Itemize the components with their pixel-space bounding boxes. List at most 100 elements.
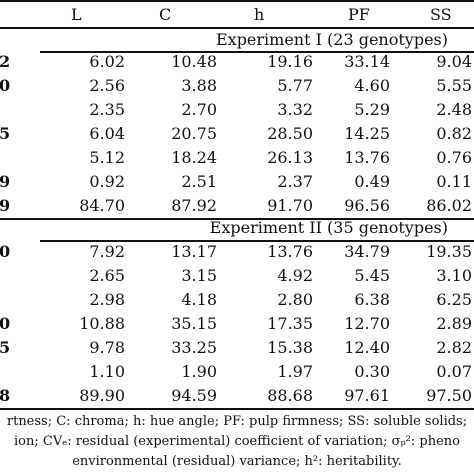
table-row: 1.10 1.90 1.97 0.30 0.07 (0, 360, 474, 384)
table-cell: 2.89 (436, 314, 472, 333)
table-cell: 2.48 (436, 100, 472, 119)
table-cell: 2.56 (89, 76, 125, 95)
table-cell: 0.76 (436, 148, 472, 167)
table-cell: 1.10 (89, 362, 125, 381)
table-cell: 28.50 (267, 124, 313, 143)
table-cell: 5.77 (277, 76, 313, 95)
table-cell: 4.92 (277, 266, 313, 285)
table-cell: 1.90 (181, 362, 217, 381)
table-bottom-rule (0, 408, 474, 410)
table-cell: 3.32 (277, 100, 313, 119)
table-cell: 14.25 (344, 124, 390, 143)
table-cell: 18.24 (171, 148, 217, 167)
table-cell: 9.04 (436, 52, 472, 71)
table-row: 9 84.70 87.92 91.70 96.56 86.02 (0, 194, 474, 218)
col-header-ss: SS (430, 5, 452, 24)
col-header-c: C (159, 5, 172, 24)
row-label: 0 (0, 314, 11, 333)
table-cell: 88.68 (267, 386, 313, 405)
table-cell: 4.18 (181, 290, 217, 309)
footnote-line-1: rtness; C: chroma; h: hue angle; PF: pul… (6, 414, 468, 429)
table-cell: 4.60 (354, 76, 390, 95)
table-cell: 33.25 (171, 338, 217, 357)
row-label: 0 (0, 76, 11, 95)
table-cell: 17.35 (267, 314, 313, 333)
table-cell: 10.88 (79, 314, 125, 333)
table-cell: 3.88 (181, 76, 217, 95)
table-cell: 96.56 (344, 196, 390, 215)
table-cell: 84.70 (79, 196, 125, 215)
top-rule (0, 0, 474, 2)
footnote-line-2: ion; CVₑ: residual (experimental) coeffi… (14, 434, 460, 449)
table-cell: 6.38 (354, 290, 390, 309)
table-row: 9 0.92 2.51 2.37 0.49 0.11 (0, 170, 474, 194)
row-label: 5 (0, 338, 11, 357)
table-cell: 34.79 (344, 242, 390, 261)
table-cell: 91.70 (267, 196, 313, 215)
table-cell: 2.51 (181, 172, 217, 191)
table-cell: 10.48 (171, 52, 217, 71)
table-cell: 2.35 (89, 100, 125, 119)
table-row: 8 89.90 94.59 88.68 97.61 97.50 (0, 384, 474, 408)
table-cell: 13.76 (267, 242, 313, 261)
table-cell: 6.25 (436, 290, 472, 309)
table-cell: 5.45 (354, 266, 390, 285)
table-cell: 19.35 (426, 242, 472, 261)
experiment-1-bottom-rule (0, 218, 474, 220)
table-cell: 0.82 (436, 124, 472, 143)
table-cell: 6.02 (89, 52, 125, 71)
table-cell: 87.92 (171, 196, 217, 215)
experiment-1-title: Experiment I (23 genotypes) (215, 30, 448, 49)
table-cell: 97.61 (344, 386, 390, 405)
table-cell: 33.14 (344, 52, 390, 71)
table-row: 2.98 4.18 2.80 6.38 6.25 (0, 288, 474, 312)
row-label: 5 (0, 124, 11, 143)
table-cell: 1.97 (277, 362, 313, 381)
row-label: 9 (0, 196, 11, 215)
table-cell: 2.70 (181, 100, 217, 119)
table-cell: 5.55 (436, 76, 472, 95)
row-label: 9 (0, 172, 11, 191)
table-cell: 2.80 (277, 290, 313, 309)
table-cell: 0.07 (436, 362, 472, 381)
row-label: 0 (0, 242, 11, 261)
table-cell: 0.30 (354, 362, 390, 381)
table-cell: 3.15 (181, 266, 217, 285)
table-cell: 2.65 (89, 266, 125, 285)
col-header-h: h (254, 5, 265, 24)
table-cell: 6.04 (89, 124, 125, 143)
table-cell: 94.59 (171, 386, 217, 405)
footnote-line-3: environmental (residual) variance; h²: h… (72, 454, 402, 469)
table-row: 0 10.88 35.15 17.35 12.70 2.89 (0, 312, 474, 336)
table-row: 5 9.78 33.25 15.38 12.40 2.82 (0, 336, 474, 360)
header-row: L C h PF SS (0, 3, 474, 27)
experiment-2-title: Experiment II (35 genotypes) (209, 218, 448, 237)
table-cell: 86.02 (426, 196, 472, 215)
table-cell: 89.90 (79, 386, 125, 405)
table-cell: 2.98 (89, 290, 125, 309)
table-row: 2.35 2.70 3.32 5.29 2.48 (0, 98, 474, 122)
table-cell: 0.92 (89, 172, 125, 191)
table-cell: 12.40 (344, 338, 390, 357)
row-label: 8 (0, 386, 11, 405)
table-row: 5 6.04 20.75 28.50 14.25 0.82 (0, 122, 474, 146)
table-cell: 26.13 (267, 148, 313, 167)
table-cell: 2.37 (277, 172, 313, 191)
table-cell: 5.29 (354, 100, 390, 119)
table-cell: 19.16 (267, 52, 313, 71)
table-row: 5.12 18.24 26.13 13.76 0.76 (0, 146, 474, 170)
table-cell: 5.12 (89, 148, 125, 167)
col-header-pf: PF (348, 5, 370, 24)
table-cell: 12.70 (344, 314, 390, 333)
table-row: 0 2.56 3.88 5.77 4.60 5.55 (0, 74, 474, 98)
experiment-2-rule (40, 240, 474, 242)
row-label: 2 (0, 52, 11, 71)
table-cell: 20.75 (171, 124, 217, 143)
table-cell: 15.38 (267, 338, 313, 357)
table-cell: 0.49 (354, 172, 390, 191)
table-cell: 13.17 (171, 242, 217, 261)
table-row: 2 6.02 10.48 19.16 33.14 9.04 (0, 50, 474, 74)
table-cell: 0.11 (436, 172, 472, 191)
experiment-1-rule (40, 51, 474, 53)
header-rule (0, 27, 474, 29)
